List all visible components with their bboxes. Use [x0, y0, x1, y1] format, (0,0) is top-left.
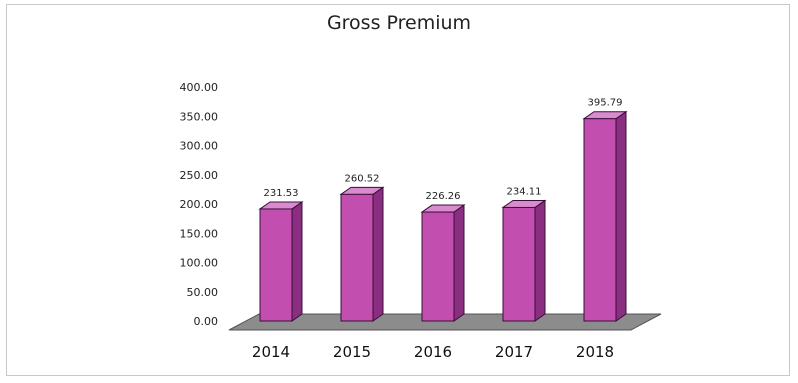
bar: [501, 199, 547, 322]
x-tick-label: 2016: [414, 343, 452, 361]
bar: [339, 186, 385, 322]
x-tick-label: 2014: [252, 343, 290, 361]
bar: [258, 200, 304, 322]
bar-side: [453, 204, 465, 322]
data-label: 231.53: [264, 188, 299, 199]
y-tick-label: 250.00: [180, 169, 219, 182]
bar-front: [421, 211, 455, 322]
y-tick-label: 400.00: [180, 81, 219, 94]
x-tick-label: 2018: [576, 343, 614, 361]
bar-side: [372, 186, 384, 322]
bar-front: [502, 206, 536, 322]
y-tick-label: 200.00: [180, 198, 219, 211]
bar: [420, 204, 466, 322]
y-tick-label: 300.00: [180, 140, 219, 153]
y-tick-label: 150.00: [180, 227, 219, 240]
y-tick-label: 50.00: [187, 286, 219, 299]
bar-front: [340, 193, 374, 322]
data-label: 226.26: [426, 191, 461, 202]
y-tick-label: 100.00: [180, 257, 219, 270]
bar-side: [291, 200, 303, 322]
y-tick-label: 0.00: [194, 315, 219, 328]
chart-title: Gross Premium: [326, 12, 472, 34]
y-tick-label: 350.00: [180, 110, 219, 123]
x-tick-label: 2015: [333, 343, 371, 361]
bar-front: [583, 118, 617, 322]
data-label: 395.79: [588, 98, 623, 109]
chart-floor: [228, 313, 662, 331]
bar-side: [615, 110, 627, 322]
data-label: 234.11: [507, 186, 542, 197]
x-tick-label: 2017: [495, 343, 533, 361]
data-label: 260.52: [345, 173, 380, 184]
bar-front: [259, 208, 293, 322]
bar: [582, 110, 628, 322]
bar-side: [534, 199, 546, 322]
